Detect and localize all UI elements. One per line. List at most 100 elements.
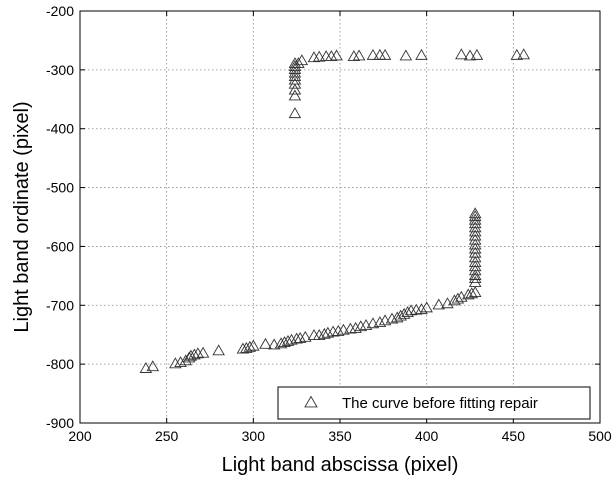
data-point [290,332,303,344]
data-point [247,339,260,351]
data-point [510,48,524,60]
data-point [468,210,482,222]
data-point [169,357,182,369]
y-tick-label: -200 [46,3,74,19]
data-point [468,229,482,241]
data-point [312,329,326,340]
data-point [321,326,335,338]
data-point [191,347,205,359]
legend-marker-triangle-icon [304,395,318,408]
data-point [468,264,482,276]
data-point [347,50,361,61]
data-point [420,301,433,313]
data-point [337,323,350,335]
data-point [288,73,302,85]
data-point [318,327,331,339]
data-point [517,48,531,60]
data-point [288,83,302,95]
data-point [415,303,428,315]
data-point [397,307,411,319]
data-point [468,217,482,229]
data-point [292,57,305,69]
data-point [468,276,482,288]
data-point [415,48,428,60]
data-point [330,49,343,61]
data-point [366,317,380,329]
data-point [285,333,298,345]
y-tick-label: -600 [46,238,74,254]
data-point [259,337,272,349]
data-point [468,233,482,245]
data-point [288,70,302,82]
data-point [448,294,461,306]
data-point [307,329,321,340]
legend-series-label: The curve before fitting repair [342,395,538,412]
data-point [299,330,312,342]
data-point [288,60,302,72]
legend-box [277,386,591,420]
data-point [468,271,482,283]
data-point [463,49,477,61]
data-point [288,89,302,101]
x-tick-labels: 200 250 300 350 400 450 500 [68,428,612,444]
grid [80,11,600,423]
data-point [288,77,302,89]
data-point [288,107,302,119]
x-tick-label: 450 [502,428,526,444]
data-point [349,321,362,333]
data-point [468,286,482,298]
data-point [281,334,295,346]
data-point [312,50,326,62]
data-point [441,297,454,309]
data-point [267,338,281,350]
data-point [288,63,302,74]
data-point [366,48,380,60]
x-tick-label: 350 [328,428,352,444]
data-point [344,322,357,334]
y-tick-label: -400 [46,121,74,137]
data-point [295,54,309,66]
y-axis-title: Light band ordinate (pixel) [11,101,33,332]
x-tick-label: 250 [155,428,179,444]
data-point [352,49,366,61]
data-point [468,221,482,233]
data-point [468,213,482,225]
data-point [455,48,468,60]
data-point [432,298,446,310]
data-point [331,324,345,336]
data-point [373,316,387,328]
data-point [307,51,321,63]
data-point [468,246,482,258]
y-tick-label: -700 [46,297,74,313]
data-point [465,287,479,299]
data-point [385,312,399,324]
y-tick-label: -800 [46,356,74,372]
data-point [390,311,404,323]
data-point [404,304,418,316]
x-tick-label: 500 [588,428,612,444]
data-point [399,49,413,61]
y-tick-label: -300 [46,62,74,78]
data-point [468,260,482,272]
data-point [409,303,423,315]
x-axis-title: Light band abscissa (pixel) [222,454,459,476]
data-point [182,351,196,363]
x-tick-label: 200 [68,428,92,444]
data-point [146,360,160,372]
data-point [188,348,201,360]
data-point [468,207,482,219]
data-point [401,306,414,318]
data-point [243,340,257,352]
data-point [451,292,465,304]
data-point [319,50,333,61]
legend: The curve before fitting repair [277,386,591,420]
data-point [293,331,307,343]
data-point [468,225,482,237]
axis-ticks [79,10,601,424]
data-point [326,325,340,337]
y-tick-labels: -900 -800 -700 -600 -500 -400 -300 -200 [46,3,74,431]
data-point [354,320,368,332]
data-point [212,344,225,356]
data-point [378,48,392,60]
